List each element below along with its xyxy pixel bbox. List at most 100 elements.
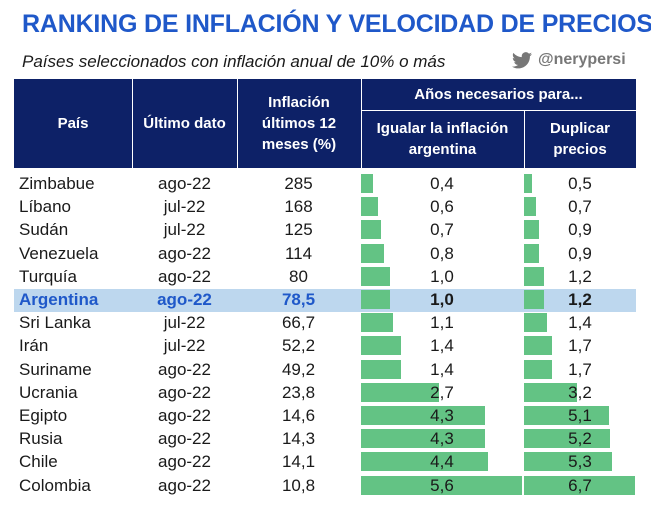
years-match-bar [361,336,401,355]
page-subtitle: Países seleccionados con inflación anual… [22,52,446,71]
years-match-value: 1,4 [430,336,454,355]
years-match-value: 1,1 [430,313,454,332]
twitter-handle[interactable]: @nerypersi [512,49,626,71]
years-double-value: 1,4 [568,313,592,332]
country-cell: Argentina [19,290,99,309]
table-row: Irán jul-22 52,2 1,4 1,7 [14,334,636,357]
last-data-cell: ago-22 [158,476,211,495]
country-cell: Suriname [19,360,92,379]
inflation-cell: 78,5 [281,290,316,309]
inflation-cell: 23,8 [281,383,316,402]
header-country: País [14,79,132,168]
page-title: RANKING DE INFLACIÓN Y VELOCIDAD DE PREC… [22,10,651,38]
header-divider [361,79,362,168]
years-match-bar [361,429,485,448]
years-double-value: 5,3 [568,452,592,471]
years-double-bar [524,244,539,263]
inflation-cell: 125 [284,220,313,239]
last-data-cell: jul-22 [163,220,206,239]
years-double-value: 1,2 [568,290,592,309]
country-cell: Sudán [19,220,69,239]
years-double-bar [524,290,544,309]
inflation-cell: 14,3 [281,429,316,448]
years-match-bar [361,244,384,263]
years-double-value: 0,9 [568,220,592,239]
country-cell: Turquía [19,267,77,286]
years-double-value: 6,7 [568,476,592,495]
inflation-cell: 14,1 [281,452,316,471]
years-double-value: 0,5 [568,174,592,193]
last-data-cell: ago-22 [158,406,211,425]
years-match-value: 0,7 [430,220,454,239]
years-double-value: 1,7 [568,336,592,355]
years-match-bar [361,476,522,495]
country-cell: Chile [19,452,58,471]
years-double-value: 1,7 [568,360,592,379]
inflation-cell: 10,8 [281,476,316,495]
years-match-bar [361,290,390,309]
table-row: Argentina ago-22 78,5 1,0 1,2 [14,288,636,311]
years-match-bar [361,267,390,286]
last-data-cell: jul-22 [163,313,206,332]
twitter-bird-icon [512,51,532,68]
country-cell: Irán [19,336,49,355]
years-match-bar [361,452,488,471]
last-data-cell: ago-22 [158,244,211,263]
years-double-value: 1,2 [568,267,592,286]
years-double-value: 0,7 [568,197,592,216]
inflation-cell: 285 [284,174,313,193]
years-match-value: 4,3 [430,429,454,448]
last-data-cell: ago-22 [158,267,211,286]
country-cell: Sri Lanka [19,313,91,332]
header-match-argentina: Igualar la inflación argentina [361,110,524,168]
header-years-group: Años necesarios para... [361,79,636,110]
years-match-bar [361,197,378,216]
last-data-cell: ago-22 [158,429,211,448]
years-match-value: 1,4 [430,360,454,379]
header-divider [524,110,525,168]
years-double-bar [524,313,547,332]
country-cell: Líbano [19,197,71,216]
years-double-bar [524,360,552,379]
years-double-bar [524,336,552,355]
years-double-bar [524,197,536,216]
years-match-bar [361,360,401,379]
header-last-data: Último dato [132,79,237,168]
last-data-cell: jul-22 [163,197,206,216]
years-match-value: 0,8 [430,244,454,263]
table-row: Turquía ago-22 80 1,0 1,2 [14,265,636,288]
years-double-bar [524,476,635,495]
years-match-bar [361,174,373,193]
inflation-cell: 66,7 [281,313,316,332]
table-row: Colombia ago-22 10,8 5,6 6,7 [14,474,636,497]
inflation-cell: 80 [289,267,308,286]
years-match-value: 4,4 [430,452,454,471]
table-row: Rusia ago-22 14,3 4,3 5,2 [14,427,636,450]
years-double-bar [524,429,610,448]
country-cell: Egipto [19,406,68,425]
years-double-bar [524,406,609,425]
header-divider [361,110,636,111]
years-match-bar [361,313,393,332]
country-cell: Colombia [19,476,91,495]
years-double-bar [524,174,532,193]
years-match-value: 0,6 [430,197,454,216]
years-match-value: 0,4 [430,174,454,193]
years-match-value: 4,3 [430,406,454,425]
years-match-bar [361,220,381,239]
years-double-value: 3,2 [568,383,592,402]
last-data-cell: ago-22 [157,290,212,309]
header-divider [237,79,238,168]
last-data-cell: ago-22 [158,174,211,193]
header-divider [132,79,133,168]
table-row: Egipto ago-22 14,6 4,3 5,1 [14,404,636,427]
country-cell: Venezuela [19,244,99,263]
table-row: Sudán jul-22 125 0,7 0,9 [14,218,636,241]
inflation-cell: 52,2 [281,336,316,355]
table-row: Suriname ago-22 49,2 1,4 1,7 [14,358,636,381]
years-double-bar [524,452,612,471]
last-data-cell: ago-22 [158,383,211,402]
country-cell: Rusia [19,429,63,448]
years-match-bar [361,406,485,425]
years-match-value: 1,0 [430,267,454,286]
